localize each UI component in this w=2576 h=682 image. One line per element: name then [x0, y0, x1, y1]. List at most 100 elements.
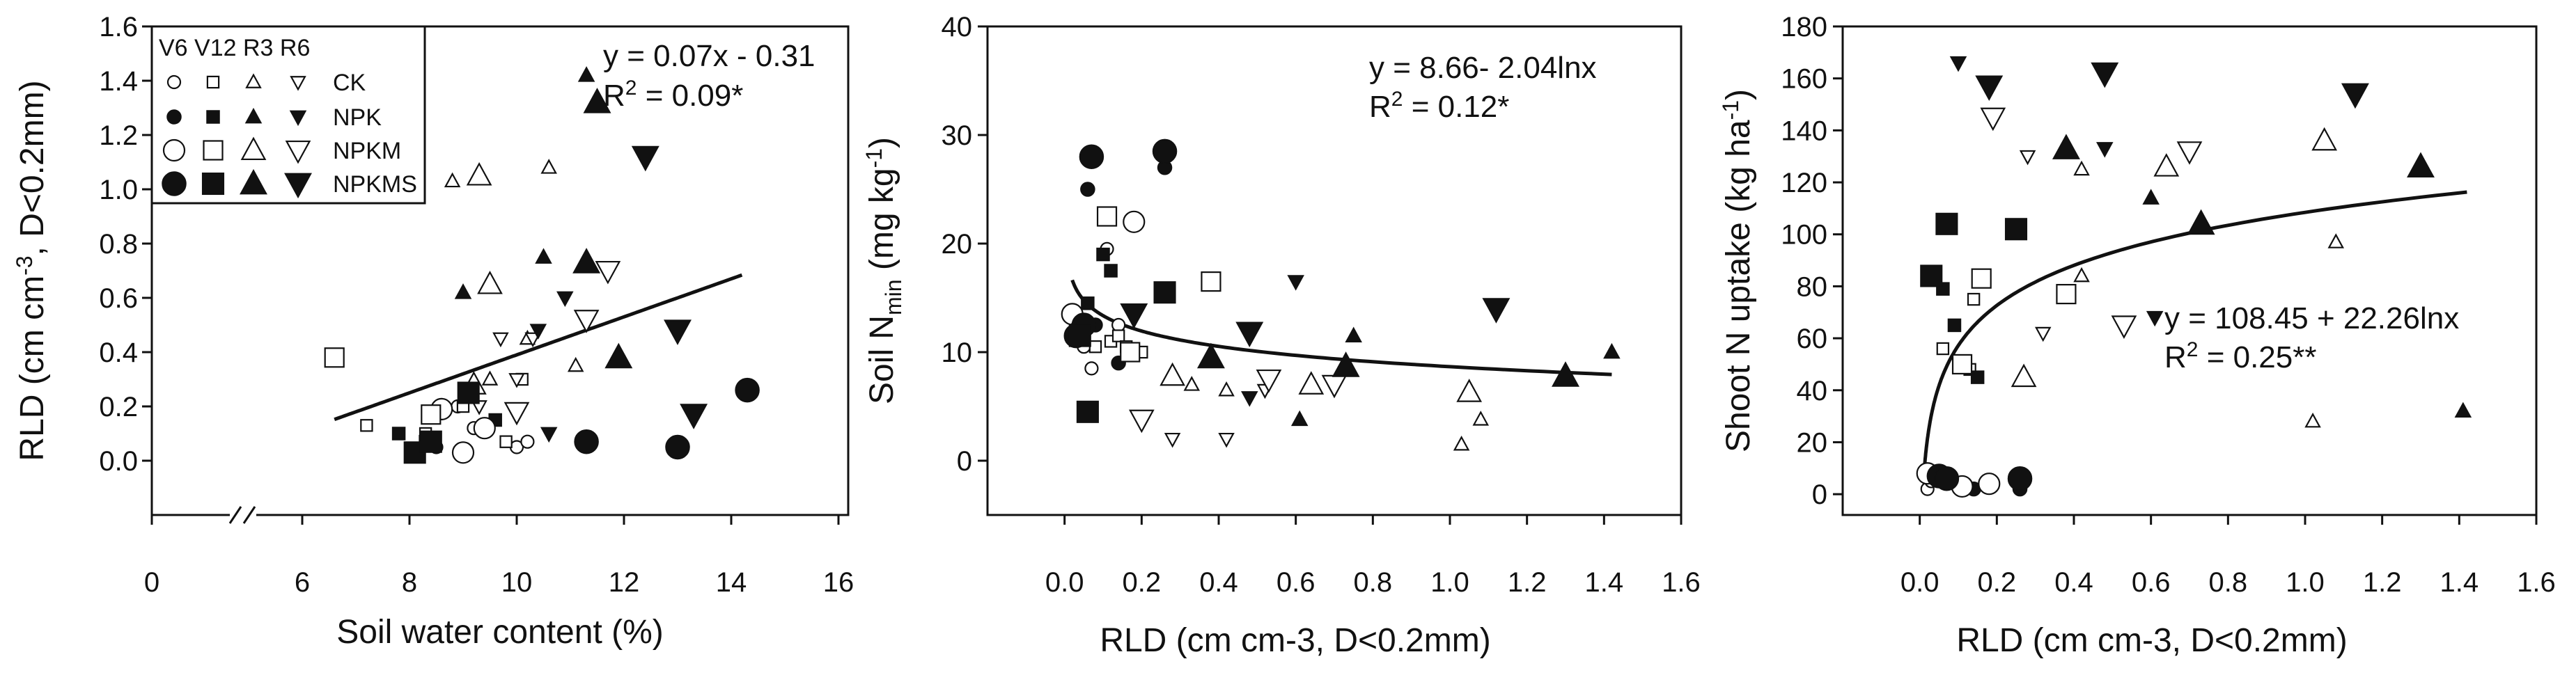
panel-c-point-ck-v12 [1967, 292, 1981, 306]
panel-b-point-ck-r6 [1164, 432, 1181, 448]
panel-b-point-ck-r3 [1183, 376, 1201, 391]
panel-b-point-npkm-v6 [1123, 210, 1146, 233]
panel-a-point-npkm-v6 [473, 417, 496, 440]
legend-label-ck: CK [333, 70, 366, 96]
legend-marker-npkm-r3 [240, 136, 267, 161]
panel-b-equation: y = 8.66- 2.04lnx [1369, 51, 1597, 85]
panel-a-point-npkms-r6 [631, 145, 659, 172]
panel-b-point-npkm-r6 [1128, 409, 1155, 434]
panel-a-equation: y = 0.07x - 0.31 [603, 39, 815, 73]
panel-a-fit [334, 273, 743, 422]
panel-b-point-npkms-r3 [1332, 351, 1360, 377]
panel-a-point-npkm-r3 [466, 161, 492, 186]
panel-c-point-npkm-r6 [2111, 315, 2137, 339]
panel-b-point-npkms-r3 [1196, 342, 1225, 369]
panel-c-point-npk-v12 [1970, 370, 1985, 384]
panel-a-point-npk-r6 [540, 427, 558, 443]
panel-b-point-npk-v12 [1081, 296, 1095, 310]
panel-b-point-npkms-v6 [1152, 138, 1178, 164]
legend-markers [162, 73, 312, 199]
panel-c-points [1916, 56, 2472, 498]
panel-c-x-tick-label: 0.8 [2209, 567, 2248, 598]
panel-b-point-npkm-r3 [1298, 371, 1325, 395]
panel-b-point-npkms-v12 [1076, 400, 1099, 423]
panel-a-point-npkms-v6 [665, 434, 690, 460]
panel-c-point-npkms-v6 [2007, 466, 2033, 491]
panel-c-x-tick-label: 1.4 [2440, 567, 2479, 598]
panel-a-x-tick-label: 10 [501, 567, 533, 598]
panel-c-point-npkms-r6 [2091, 62, 2119, 88]
panel-c-y-tick-label: 100 [1781, 220, 1827, 251]
panel-c-point-npkm-v12 [1971, 268, 1992, 289]
panel-c-point-npkm-r3 [2011, 363, 2037, 388]
panel-b-fit [1070, 279, 1612, 376]
panel-a-y-tick-label: 1.6 [99, 12, 138, 42]
panel-c: 0.0 0.2 0.4 0.6 0.8 1.0 1.2 1.4 1.6 0 20 40 60 80 100… [1718, 12, 2556, 659]
panel-a-fit-line [334, 273, 743, 422]
panel-c-point-ck-r3 [2073, 267, 2090, 283]
panel-c-point-ck-r6 [2034, 326, 2052, 342]
panel-c-xlabel: RLD (cm cm-3, D<0.2mm) [1956, 622, 2347, 659]
panel-a-point-npkms-r6 [664, 319, 692, 345]
legend-marker-npk-v6 [166, 109, 182, 125]
panel-a-y-tick-label: 1.2 [99, 120, 138, 151]
panel-a-point-npkm-r3 [477, 270, 503, 294]
panel-a-point-npkm-v6 [451, 441, 475, 464]
panel-c-x-tick-label: 0.2 [1978, 567, 2017, 598]
panel-c-x-tick-label: 1.0 [2286, 567, 2325, 598]
panel-a-point-npkm-r6 [595, 260, 621, 285]
panel-c-x-tick-label: 0.4 [2054, 567, 2093, 598]
panel-b-x-tick-label: 0.8 [1354, 567, 1393, 598]
panel-b-ylabel: Soil Nmin (mg kg-1) [861, 137, 906, 404]
legend-marker-npkms-r6 [284, 173, 312, 199]
panel-c-y-tick-label: 180 [1781, 12, 1827, 42]
panel-a-point-ck-r6 [508, 373, 525, 388]
panel-c-y-tick-label: 0 [1812, 479, 1827, 510]
panel-a-point-npk-v12 [391, 427, 406, 441]
panel-b-point-npkm-r6 [1321, 374, 1348, 399]
panel-b-x-tick-label: 0.4 [1199, 567, 1238, 598]
panel-a-point-npk-r3 [535, 248, 552, 264]
panel-a-ylabel: RLD (cm cm-3, D<0.2mm) [12, 80, 51, 461]
panel-c-y-tick-label: 20 [1797, 427, 1828, 458]
panel-a-point-npkms-v12 [457, 381, 480, 404]
legend-label-npkms: NPKMS [333, 171, 417, 198]
legend-marker-ck-r6 [290, 76, 306, 91]
panel-a-point-npk-r3 [577, 66, 595, 82]
panel-c-x-tick-label: 0.0 [1900, 567, 1939, 598]
panel-c-point-npkm-r3 [2153, 153, 2180, 177]
panel-a-x-tick-label: 12 [609, 567, 640, 598]
panel-a-point-npkm-r6 [573, 310, 600, 333]
panel-c-point-npk-r6 [1949, 56, 1967, 72]
panel-c-point-npkms-r3 [2187, 209, 2215, 235]
panel-a-y-tick-label: 0.6 [99, 283, 138, 314]
panel-c-y-tick-label: 40 [1797, 376, 1828, 406]
panel-b-point-npkms-r6 [1235, 322, 1264, 348]
panel-a-point-npk-r6 [529, 324, 547, 340]
panel-b-point-npk-v12 [1096, 247, 1110, 262]
panel-c-x-tick-label: 1.6 [2517, 567, 2556, 598]
panel-b-y-ticks: 0 10 20 30 40 [942, 12, 988, 477]
panel-a-point-npkm-v12 [421, 404, 442, 425]
panel-a-plot: 0 6 8 10 12 14 16 0.0 0.2 0.4 0.6 0.8 1.0 1.2 1.4 1.6 [99, 12, 854, 598]
panel-a-point-npkms-v12 [419, 430, 442, 453]
panel-c-point-npkms-v6 [1934, 466, 1960, 491]
panel-c-ylabel: Shoot N uptake (kg ha-1) [1718, 89, 1757, 452]
panel-c-point-ck-v12 [1936, 342, 1950, 356]
panel-b-frame [986, 25, 1683, 516]
panel-a-point-npkms-r3 [604, 342, 633, 369]
panel-c-y-tick-label: 160 [1781, 64, 1827, 95]
legend-marker-npkms-v12 [201, 172, 225, 196]
panel-c-fit-line [1923, 190, 2467, 464]
panel-a-y-tick-label: 0.2 [99, 392, 138, 422]
legend-marker-ck-v12 [206, 75, 220, 89]
panel-c-r2: R2 = 0.25** [2164, 338, 2317, 374]
legend-marker-npk-r6 [289, 110, 307, 127]
legend-marker-npk-v12 [206, 110, 220, 124]
panel-a-y-tick-label: 0.4 [99, 338, 138, 368]
panel-b-x-tick-label: 0.6 [1277, 567, 1316, 598]
legend-marker-ck-v6 [166, 74, 182, 90]
panel-a-point-npkms-r6 [680, 404, 708, 429]
panel-b: 0.0 0.2 0.4 0.6 0.8 1.0 1.2 1.4 1.6 0 10 20 30 40 RL… [861, 12, 1701, 659]
panel-b-point-ck-v6 [1084, 361, 1099, 376]
